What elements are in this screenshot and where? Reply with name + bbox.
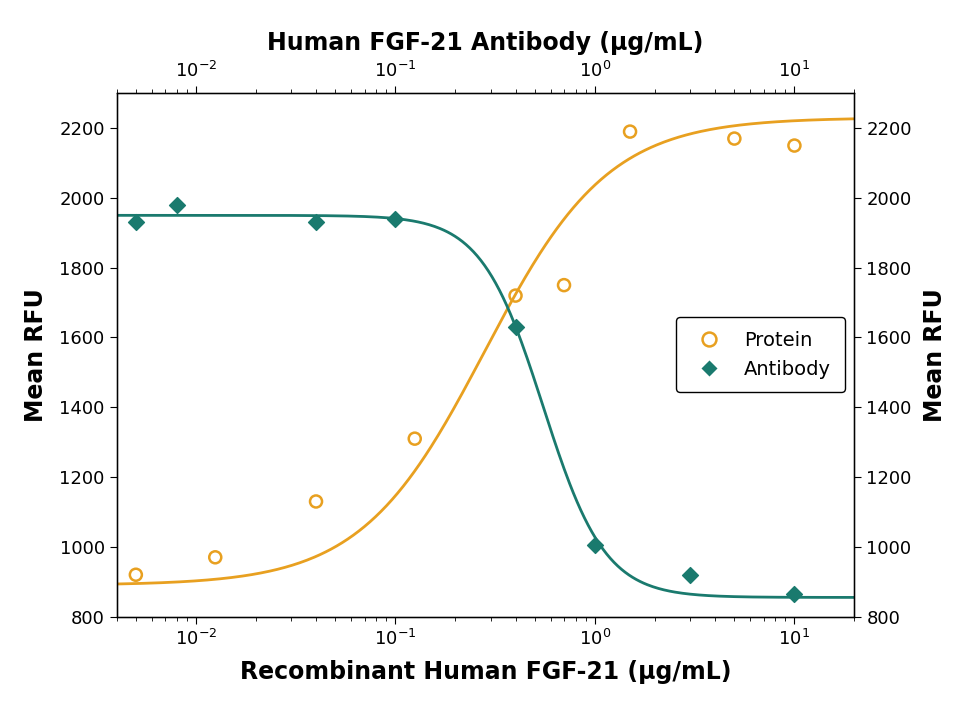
Y-axis label: Mean RFU: Mean RFU bbox=[24, 288, 49, 422]
Point bbox=[508, 321, 523, 333]
Y-axis label: Mean RFU: Mean RFU bbox=[922, 288, 947, 422]
Point bbox=[208, 551, 223, 563]
Point bbox=[726, 133, 742, 144]
Point bbox=[387, 213, 403, 224]
Point bbox=[128, 569, 144, 581]
Legend: Protein, Antibody: Protein, Antibody bbox=[676, 318, 845, 392]
Point bbox=[587, 539, 603, 551]
Point bbox=[407, 433, 422, 445]
X-axis label: Human FGF-21 Antibody (μg/mL): Human FGF-21 Antibody (μg/mL) bbox=[267, 32, 704, 55]
Point bbox=[622, 126, 638, 138]
X-axis label: Recombinant Human FGF-21 (μg/mL): Recombinant Human FGF-21 (μg/mL) bbox=[240, 660, 731, 683]
Point bbox=[308, 495, 323, 507]
Point bbox=[787, 140, 802, 151]
Point bbox=[128, 217, 144, 228]
Point bbox=[787, 588, 802, 599]
Point bbox=[556, 280, 572, 291]
Point bbox=[308, 217, 323, 228]
Point bbox=[508, 290, 523, 301]
Point bbox=[169, 199, 184, 211]
Point bbox=[683, 569, 698, 581]
